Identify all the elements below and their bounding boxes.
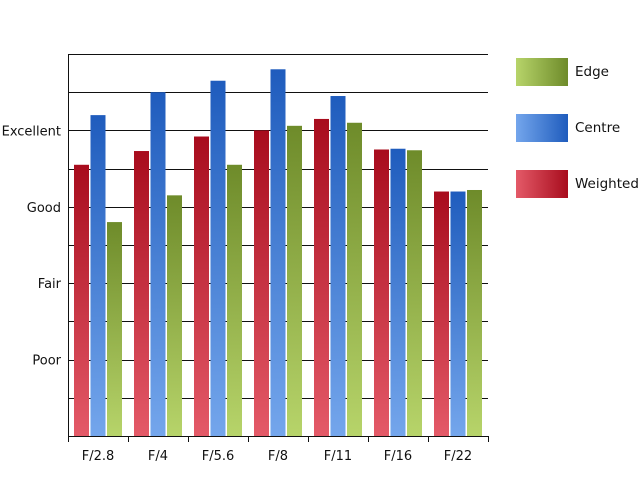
bar-weighted-F/11 [314,118,329,436]
bar-edge-F/22 [467,189,482,436]
y-tick-label: Good [27,201,61,216]
legend: Edge Centre Weighted [516,58,639,226]
y-tick-label: Fair [38,277,62,292]
bar-weighted-F/5.6 [194,136,209,436]
x-tick-label: F/22 [444,449,472,464]
legend-swatch-edge [516,58,568,86]
bar-edge-F/5.6 [227,164,242,436]
bar-centre-F/11 [330,96,346,437]
bar-centre-F/5.6 [210,80,226,437]
y-tick-label: Poor [32,354,61,369]
x-tick-label: F/2.8 [82,449,115,464]
bar-weighted-F/8 [254,130,269,436]
legend-swatch-weighted [516,170,568,198]
x-tick-label: F/16 [384,449,412,464]
y-tick-labels: Poor Fair Good Excellent [2,124,62,368]
bars [74,69,482,437]
x-tick-label: F/8 [268,449,288,464]
legend-item-weighted: Weighted [516,170,639,198]
y-tick-label: Excellent [2,124,61,139]
bar-weighted-F/16 [374,149,389,436]
bar-centre-F/16 [390,148,406,436]
bar-weighted-F/2.8 [74,164,89,436]
bar-edge-F/11 [347,122,362,436]
bar-centre-F/22 [450,191,466,436]
x-tick-label: F/4 [148,449,168,464]
x-tick-labels: F/2.8 F/4 F/5.6 F/8 F/11 F/16 F/22 [82,449,472,464]
axes [68,54,489,442]
bar-edge-F/16 [407,150,422,436]
legend-label-weighted: Weighted [575,176,639,192]
bar-weighted-F/4 [134,151,149,436]
legend-item-edge: Edge [516,58,639,86]
x-tick-label: F/11 [324,449,352,464]
bar-edge-F/4 [167,195,182,436]
bar-centre-F/4 [150,92,166,436]
legend-item-centre: Centre [516,114,639,142]
bar-edge-F/8 [287,125,302,436]
legend-label-centre: Centre [575,120,621,136]
legend-label-edge: Edge [575,64,609,80]
legend-swatch-centre [516,114,568,142]
bar-centre-F/8 [270,69,286,436]
x-tick-label: F/5.6 [202,449,235,464]
bar-centre-F/2.8 [90,115,106,437]
bar-edge-F/2.8 [107,222,122,436]
bar-weighted-F/22 [434,191,449,436]
